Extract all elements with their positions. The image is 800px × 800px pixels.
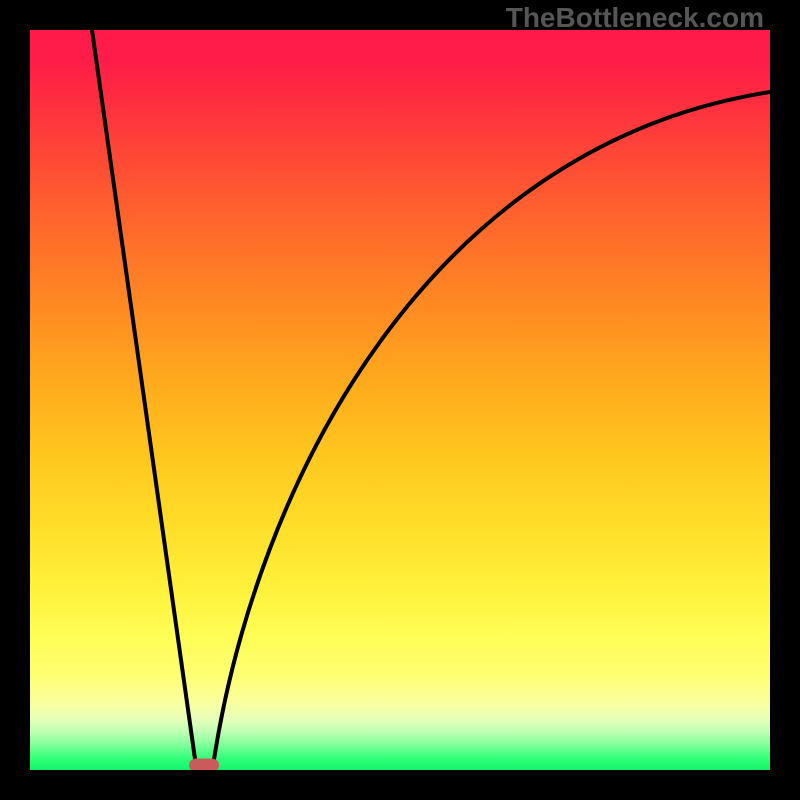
watermark: TheBottleneck.com — [506, 2, 764, 34]
minimum-marker — [189, 759, 219, 771]
border-right — [770, 0, 800, 800]
curve-svg — [30, 30, 770, 770]
border-left — [0, 0, 30, 800]
border-bottom — [0, 770, 800, 800]
gradient-background — [30, 30, 770, 770]
chart-frame: TheBottleneck.com — [0, 0, 800, 800]
plot-area — [30, 30, 770, 770]
watermark-text: TheBottleneck.com — [506, 2, 764, 33]
